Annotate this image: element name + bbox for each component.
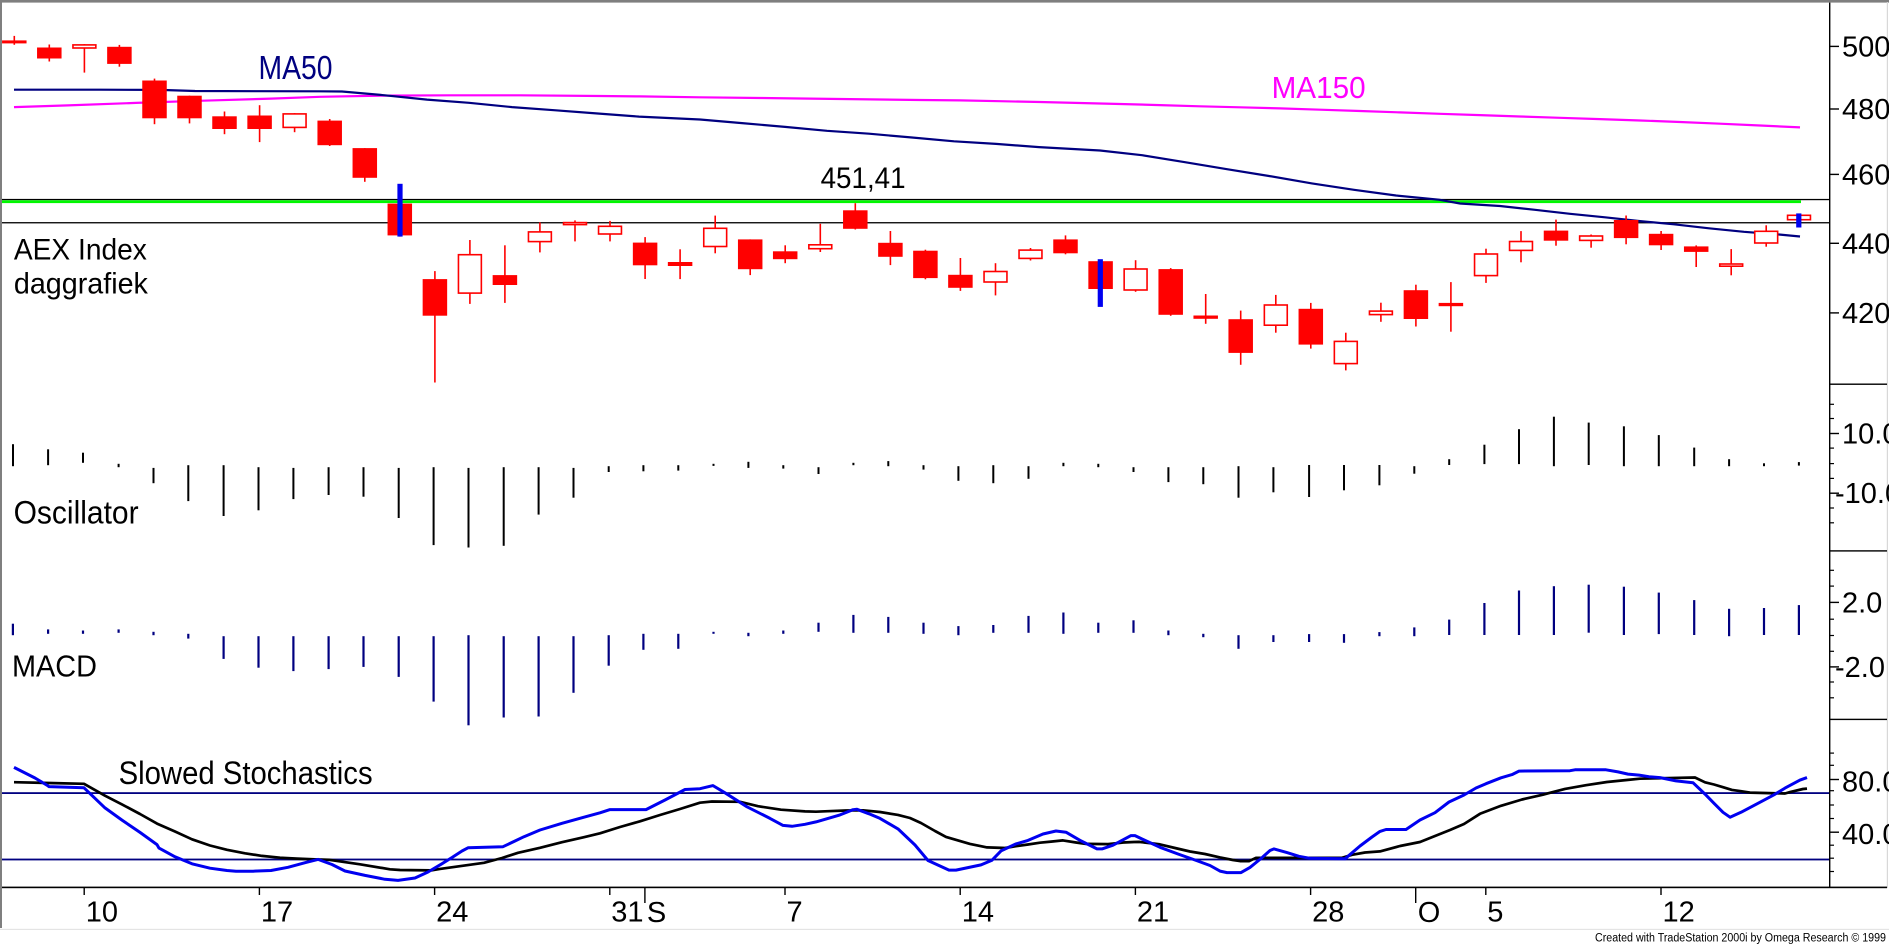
svg-text:24: 24 (436, 897, 468, 929)
svg-text:80.0: 80.0 (1842, 767, 1889, 799)
svg-text:10: 10 (86, 897, 118, 929)
svg-text:5: 5 (1487, 897, 1503, 929)
svg-text:14: 14 (962, 897, 994, 929)
svg-text:12: 12 (1663, 897, 1695, 929)
svg-text:MA150: MA150 (1272, 70, 1366, 105)
svg-text:MA50: MA50 (259, 49, 333, 86)
svg-text:S: S (647, 897, 666, 929)
svg-text:MACD: MACD (12, 649, 97, 684)
svg-text:21: 21 (1137, 897, 1169, 929)
svg-text:7: 7 (787, 897, 803, 929)
svg-text:Slowed Stochastics: Slowed Stochastics (119, 755, 373, 791)
svg-text:451,41: 451,41 (821, 162, 906, 195)
svg-text:-10.0: -10.0 (1835, 478, 1889, 510)
svg-text:O: O (1418, 897, 1441, 929)
svg-text:420: 420 (1842, 298, 1889, 330)
svg-text:Created with TradeStation 2000: Created with TradeStation 2000i by Omega… (1595, 933, 1886, 945)
svg-text:40.0: 40.0 (1842, 819, 1889, 851)
svg-text:440: 440 (1842, 228, 1889, 260)
svg-text:31: 31 (611, 897, 643, 929)
svg-text:500: 500 (1842, 31, 1889, 63)
svg-text:10.0: 10.0 (1842, 419, 1889, 451)
svg-text:daggrafiek: daggrafiek (14, 267, 149, 300)
svg-text:28: 28 (1312, 897, 1344, 929)
svg-text:AEX Index: AEX Index (14, 233, 147, 266)
svg-text:17: 17 (261, 897, 293, 929)
svg-text:460: 460 (1842, 159, 1889, 191)
svg-text:Oscillator: Oscillator (14, 495, 139, 531)
svg-text:-2.0: -2.0 (1835, 652, 1885, 684)
svg-text:480: 480 (1842, 94, 1889, 126)
svg-text:2.0: 2.0 (1842, 587, 1882, 619)
